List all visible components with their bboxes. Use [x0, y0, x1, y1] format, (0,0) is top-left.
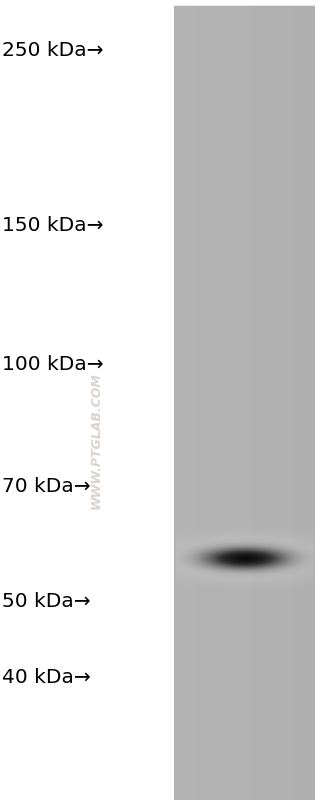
Text: WWW.PTGLAB.COM: WWW.PTGLAB.COM: [90, 372, 102, 509]
Text: 40 kDa→: 40 kDa→: [2, 669, 90, 687]
Bar: [174, 6, 315, 800]
Text: 150 kDa→: 150 kDa→: [2, 216, 103, 235]
Text: 50 kDa→: 50 kDa→: [2, 592, 90, 611]
Text: 250 kDa→: 250 kDa→: [2, 42, 103, 60]
Text: 70 kDa→: 70 kDa→: [2, 477, 90, 496]
Text: 100 kDa→: 100 kDa→: [2, 355, 103, 374]
